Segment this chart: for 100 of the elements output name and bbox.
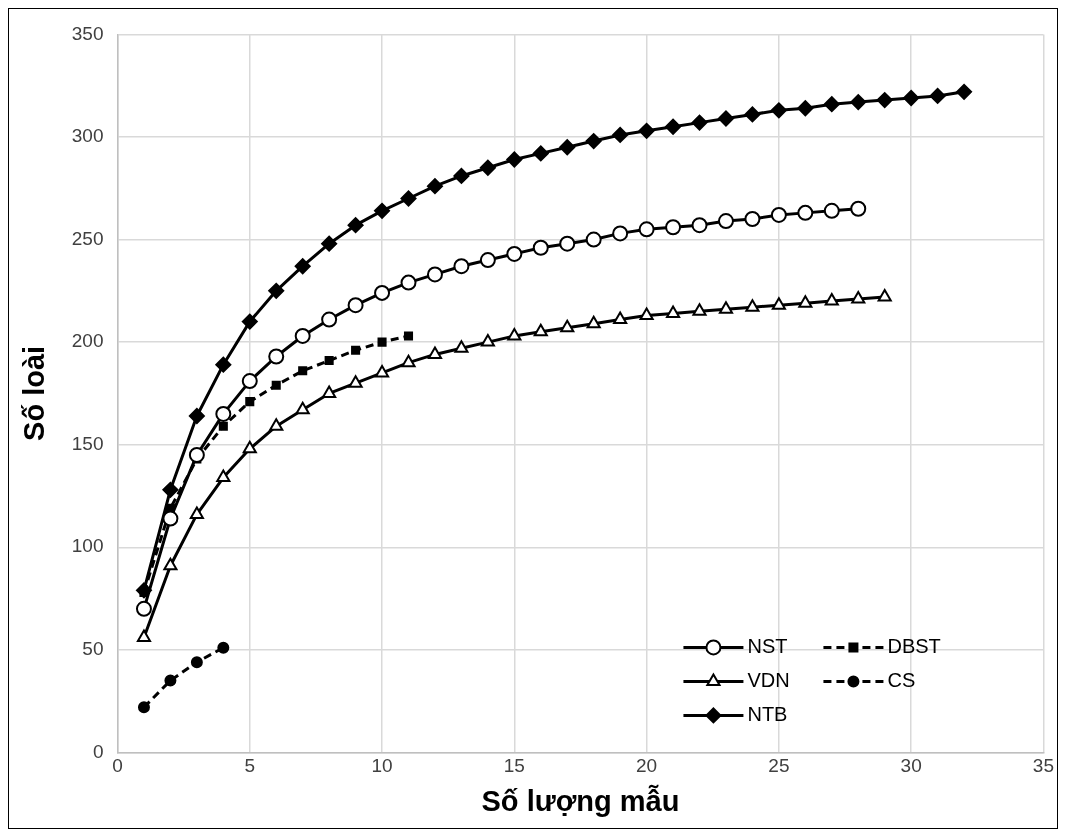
- point: [770, 102, 787, 119]
- point: [217, 641, 230, 654]
- point: [638, 221, 655, 238]
- y-tick-label: 250: [71, 227, 104, 249]
- point: [241, 313, 258, 330]
- point: [400, 190, 417, 207]
- point: [162, 510, 179, 527]
- point: [929, 87, 946, 104]
- point: [426, 178, 443, 195]
- point: [480, 334, 495, 347]
- point: [613, 311, 628, 325]
- point: [347, 297, 364, 314]
- point: [479, 252, 496, 269]
- point: [271, 380, 281, 390]
- point: [374, 364, 390, 378]
- point: [135, 600, 152, 617]
- point: [823, 202, 840, 219]
- point: [298, 366, 308, 376]
- point: [560, 319, 575, 333]
- x-tick-label: 0: [112, 755, 123, 777]
- point: [189, 506, 204, 519]
- point: [426, 266, 443, 283]
- point: [798, 295, 813, 308]
- point: [216, 469, 231, 483]
- y-tick-label: 0: [92, 740, 104, 762]
- x-tick-label: 15: [503, 755, 525, 777]
- point: [164, 674, 177, 687]
- point: [245, 397, 255, 407]
- point: [717, 213, 734, 230]
- point: [850, 94, 867, 111]
- point: [665, 219, 682, 236]
- point: [559, 139, 576, 156]
- point: [347, 217, 364, 234]
- point: [533, 323, 548, 337]
- point: [374, 284, 391, 301]
- legend-label: NST: [747, 634, 788, 657]
- point: [322, 385, 337, 398]
- point: [401, 354, 416, 368]
- point: [324, 356, 334, 366]
- point: [507, 327, 522, 341]
- point: [770, 206, 787, 223]
- point: [351, 345, 361, 355]
- point: [215, 405, 232, 422]
- point: [190, 656, 203, 669]
- point: [665, 118, 682, 135]
- point: [585, 231, 602, 248]
- point: [691, 114, 708, 131]
- point: [797, 204, 814, 221]
- point: [479, 159, 496, 176]
- point: [585, 133, 602, 150]
- point: [745, 299, 760, 312]
- point: [403, 331, 414, 341]
- point: [638, 122, 655, 139]
- y-tick-label: 150: [71, 432, 104, 454]
- point: [294, 258, 311, 275]
- point: [717, 110, 734, 127]
- legend-label: VDN: [747, 668, 790, 691]
- x-tick-label: 25: [768, 755, 790, 777]
- point: [454, 340, 469, 353]
- point: [823, 96, 840, 113]
- x-tick-label: 30: [900, 755, 922, 777]
- point: [506, 151, 523, 168]
- point: [321, 235, 338, 252]
- x-axis-title: Số lượng mẫu: [481, 783, 680, 817]
- legend-label: NTB: [747, 702, 788, 725]
- point: [532, 239, 549, 256]
- point: [348, 375, 363, 388]
- point: [612, 126, 629, 143]
- point: [269, 418, 284, 431]
- point: [268, 348, 285, 365]
- y-axis-title: Số loài: [18, 345, 51, 441]
- point: [691, 217, 708, 234]
- point: [163, 557, 178, 571]
- y-tick-label: 200: [71, 330, 104, 352]
- point: [797, 100, 814, 117]
- x-tick-label: 5: [244, 755, 256, 777]
- y-tick-label: 100: [71, 535, 104, 557]
- point: [824, 293, 839, 306]
- point: [532, 145, 549, 162]
- point: [188, 407, 205, 424]
- point: [506, 245, 523, 262]
- point: [771, 297, 786, 310]
- point: [374, 202, 391, 219]
- point: [162, 481, 179, 498]
- y-tick-label: 50: [82, 638, 104, 660]
- point: [956, 83, 973, 100]
- legend-label: DBST: [887, 634, 941, 657]
- y-tick-label: 300: [71, 125, 104, 147]
- point: [639, 307, 654, 320]
- point: [321, 311, 338, 328]
- point: [427, 346, 443, 359]
- point: [876, 92, 893, 109]
- point: [294, 327, 311, 344]
- point: [586, 315, 601, 329]
- point: [295, 401, 310, 415]
- point: [215, 356, 232, 373]
- point: [877, 288, 892, 302]
- x-tick-label: 10: [371, 755, 393, 777]
- point: [268, 282, 285, 299]
- point: [559, 235, 576, 252]
